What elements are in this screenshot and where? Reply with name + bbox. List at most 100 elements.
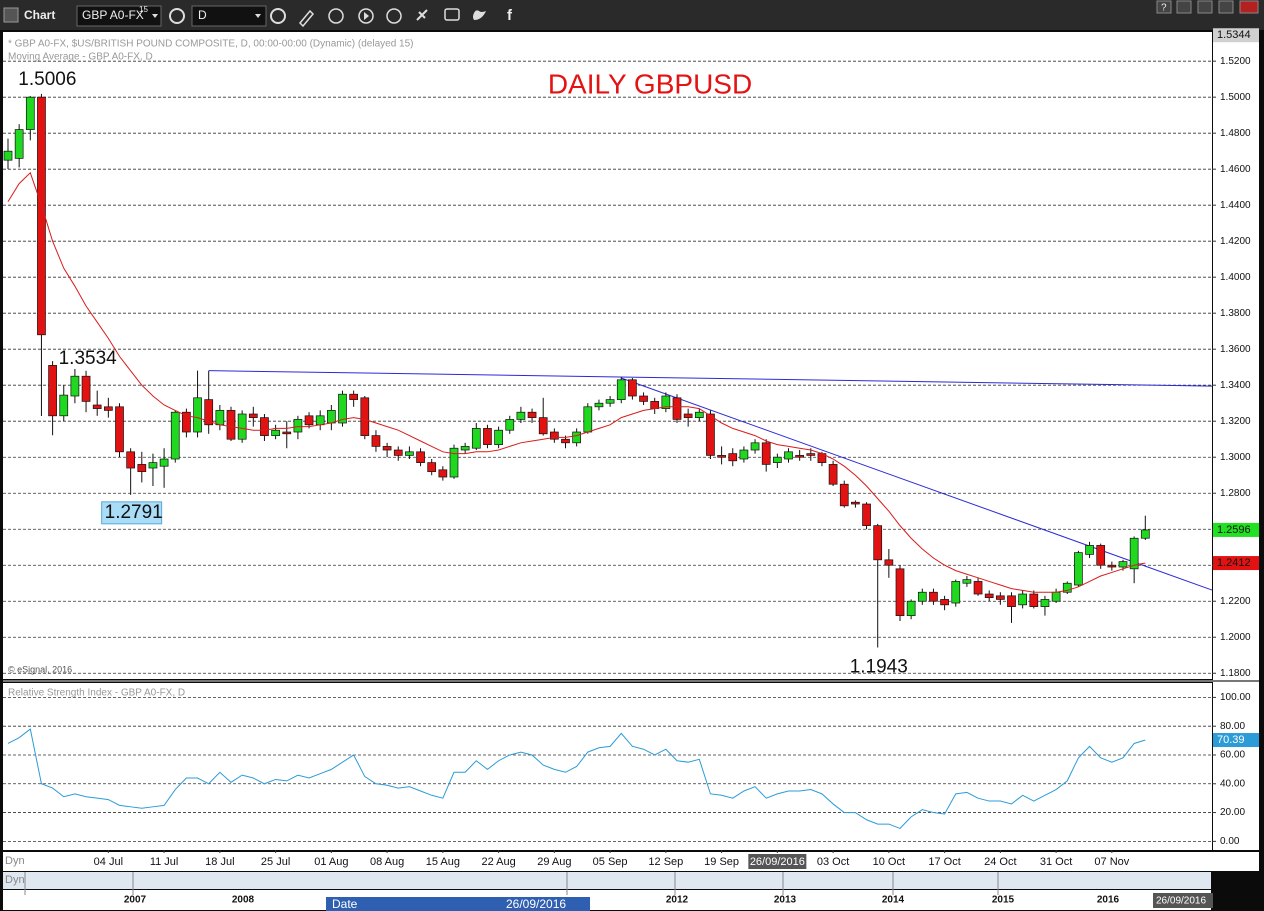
facebook-icon[interactable]: f	[507, 7, 513, 24]
end-date-box	[1153, 893, 1213, 908]
x-tick-label: 26/09/2016	[750, 856, 805, 868]
year-label: 2013	[774, 895, 797, 906]
candle-body	[572, 431, 582, 444]
candle-body	[103, 406, 113, 411]
symbol[interactable]: GBP A0-FX	[82, 8, 144, 22]
candle-body	[427, 462, 437, 472]
candle-body	[873, 525, 883, 561]
refresh-icon[interactable]	[328, 8, 344, 24]
help-button[interactable]	[1156, 0, 1172, 14]
x-tick-label: 15 Aug	[426, 856, 460, 868]
y-tick-label: 1.2200	[1220, 596, 1251, 607]
x-tick-label: 29 Aug	[537, 856, 571, 868]
dropdown-arrow[interactable]	[255, 14, 261, 18]
candle-body	[561, 438, 570, 444]
x-tick-label: 05 Sep	[593, 856, 628, 868]
y-tick-label: 100.00	[1220, 692, 1251, 703]
candle-body	[126, 451, 136, 469]
candle-body	[327, 410, 336, 424]
candle-body	[59, 394, 69, 417]
menu-button[interactable]	[1176, 0, 1192, 14]
candle-body	[549, 431, 559, 440]
candle-body	[940, 599, 949, 606]
help-label[interactable]: ?	[1161, 3, 1167, 14]
candle-body	[795, 455, 805, 458]
candle-body	[293, 419, 303, 433]
price-tag-label: 1.2412	[1217, 557, 1251, 569]
candle-body	[929, 591, 938, 602]
plot-layer: 1.18001.20001.22001.24001.26001.28001.30…	[3, 28, 1259, 911]
minimize-button[interactable]	[1197, 0, 1213, 14]
comment-icon[interactable]	[444, 8, 460, 21]
candle-body	[1096, 545, 1106, 566]
candle-body	[1085, 545, 1094, 555]
y-tick-label: 1.3200	[1220, 416, 1251, 427]
date-value: 26/09/2016	[506, 897, 566, 911]
year-label: 2007	[124, 895, 147, 906]
y-tick-label: 1.3600	[1220, 344, 1251, 355]
interval-box[interactable]	[191, 5, 267, 27]
interval[interactable]: D	[198, 8, 207, 22]
candle-body	[884, 559, 894, 566]
candle-body	[806, 453, 816, 456]
candle-body	[628, 379, 637, 397]
y-tick-label: 1.5200	[1220, 56, 1251, 67]
dropdown-arrow[interactable]	[152, 14, 158, 18]
x-tick-label: 25 Jul	[261, 856, 290, 868]
y-tick-label: 20.00	[1220, 807, 1245, 818]
dyn-label[interactable]: Dyn	[5, 855, 25, 867]
annotation: 1.5006	[18, 69, 76, 90]
tool-icon[interactable]	[416, 9, 428, 21]
price-tag-label: 1.5344	[1217, 29, 1251, 41]
zoom-icon[interactable]	[386, 8, 402, 24]
price-axis	[1213, 32, 1259, 850]
x-tick-label: 04 Jul	[94, 856, 123, 868]
price-tag	[1213, 556, 1259, 571]
rsi-tag	[1213, 733, 1259, 748]
dyn-label[interactable]: Dyn	[5, 874, 25, 886]
y-tick-label: 80.00	[1220, 721, 1245, 732]
window-title: Chart	[24, 8, 55, 22]
candle-body	[973, 581, 983, 595]
candle-body	[182, 411, 191, 433]
price-tag-label: 1.2596	[1217, 524, 1251, 536]
ma-series-label: Moving Average - GBP A0-FX, D	[8, 52, 153, 63]
candle-body	[1074, 552, 1083, 586]
restore-button[interactable]	[1218, 0, 1234, 14]
candle-body	[516, 411, 526, 420]
symbol-box[interactable]	[76, 5, 162, 27]
candle-body	[917, 591, 927, 602]
rsi-tag-label: 70.39	[1217, 734, 1245, 746]
year-axis	[3, 890, 1211, 910]
candle-body	[170, 411, 180, 460]
settings-icon[interactable]	[169, 8, 185, 24]
candle-body	[1040, 599, 1050, 607]
y-tick-label: 1.1800	[1220, 668, 1251, 679]
candle-body	[237, 413, 247, 440]
candle-body	[895, 568, 905, 616]
date-axis	[3, 852, 1259, 871]
candle-body	[193, 397, 202, 433]
rsi-panel	[3, 683, 1212, 850]
twitter-icon[interactable]	[473, 10, 486, 20]
play-icon[interactable]	[358, 8, 374, 24]
candle-body	[48, 365, 57, 417]
y-tick-label: 1.3400	[1220, 380, 1251, 391]
candle-body	[1140, 529, 1150, 539]
close-button[interactable]	[1239, 0, 1259, 14]
candle-body	[349, 393, 358, 400]
draw-icon[interactable]	[298, 9, 315, 28]
clock-icon[interactable]	[270, 8, 286, 24]
y-tick-label: 1.4600	[1220, 164, 1251, 175]
moving-average	[7, 171, 1146, 593]
copyright: © eSignal, 2016	[8, 664, 72, 674]
y-tick-label: 1.3800	[1220, 308, 1251, 319]
candle-body	[538, 417, 548, 435]
rsi-series-label: Relative Strength Index - GBP A0-FX, D	[8, 688, 185, 699]
date-readout	[326, 897, 590, 911]
candle-body	[995, 595, 1005, 600]
x-tick-label: 10 Oct	[873, 856, 905, 868]
x-tick-label: 03 Oct	[817, 856, 849, 868]
year-label: 2015	[992, 895, 1015, 906]
